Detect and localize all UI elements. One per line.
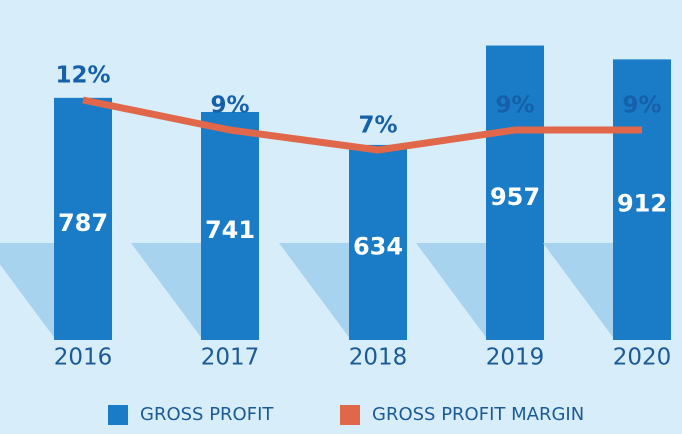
margin-value-label: 9% xyxy=(495,93,534,119)
legend-label: GROSS PROFIT MARGIN xyxy=(372,404,584,425)
bar-value-label: 741 xyxy=(205,216,255,244)
bar xyxy=(486,45,544,341)
bar-shadow xyxy=(0,243,56,340)
x-tick-label: 2016 xyxy=(54,345,113,371)
bar-value-label: 957 xyxy=(490,183,540,211)
margin-value-label: 12% xyxy=(55,63,110,89)
margin-value-label: 9% xyxy=(622,93,661,119)
x-tick-label: 2019 xyxy=(486,345,545,371)
legend-label: GROSS PROFIT xyxy=(140,404,274,425)
bar xyxy=(54,97,112,340)
bar-shadow xyxy=(279,243,351,340)
bar-value-label: 634 xyxy=(353,232,403,260)
x-tick-label: 2020 xyxy=(613,345,672,371)
bar xyxy=(201,112,259,340)
bar-shadow xyxy=(543,243,615,340)
bar xyxy=(349,144,407,340)
bar xyxy=(613,59,671,341)
bar-shadow xyxy=(131,243,203,340)
margin-value-label: 9% xyxy=(210,93,249,119)
legend-swatch xyxy=(108,405,128,425)
bar-value-label: 787 xyxy=(58,209,108,237)
bar-shadow xyxy=(416,243,488,340)
margin-line xyxy=(82,96,642,154)
margin-value-label: 7% xyxy=(358,113,397,139)
x-tick-label: 2017 xyxy=(201,345,260,371)
legend-swatch xyxy=(340,405,360,425)
bar-value-label: 912 xyxy=(617,190,667,218)
x-tick-label: 2018 xyxy=(349,345,408,371)
